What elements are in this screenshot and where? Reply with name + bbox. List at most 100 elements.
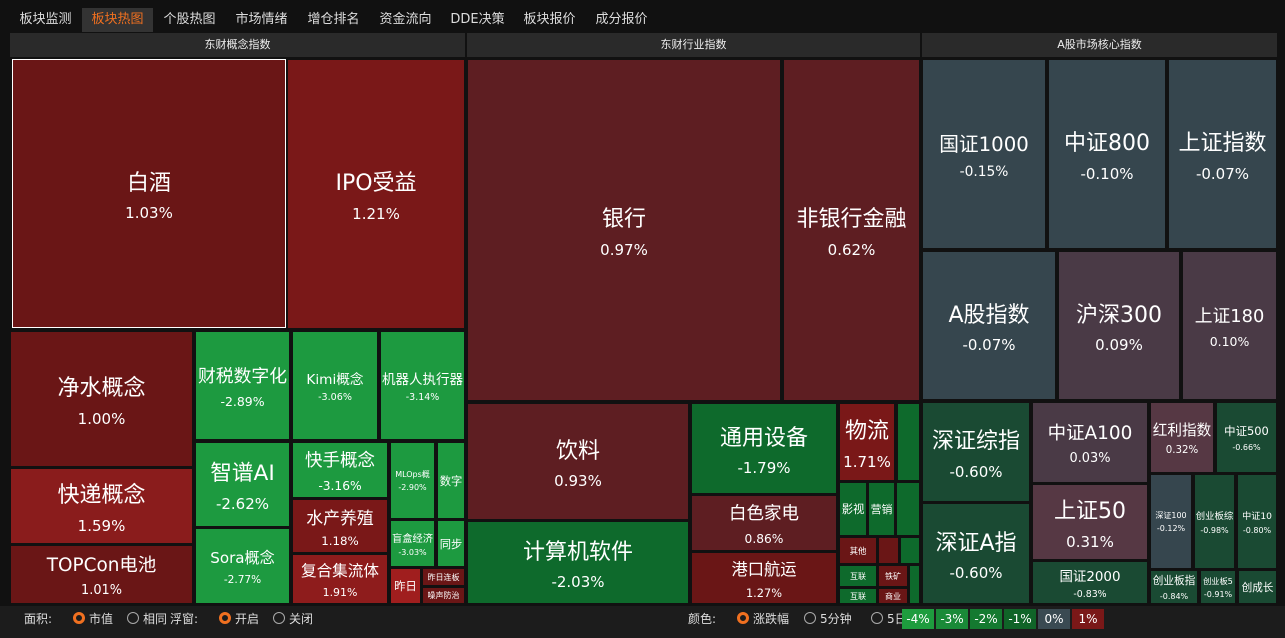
tab[interactable]: 板块热图	[82, 8, 153, 32]
tile[interactable]: 港口航运 1.27%	[691, 552, 837, 604]
radio-option[interactable]: 相同	[121, 607, 167, 631]
radio[interactable]	[219, 612, 231, 624]
tile[interactable]: 昨日连板	[422, 568, 465, 586]
tile[interactable]: 物流 1.71%	[839, 403, 895, 481]
radio[interactable]	[127, 612, 139, 624]
tab[interactable]: 板块报价	[523, 12, 576, 27]
tab[interactable]: 资金流向	[379, 12, 432, 27]
tile-name: 上证50	[1054, 499, 1126, 525]
tile[interactable]: 互联	[839, 588, 877, 604]
option-text: 相同	[143, 612, 168, 626]
tile[interactable]: 中证10 -0.80%	[1237, 474, 1277, 569]
radio[interactable]	[273, 612, 285, 624]
radio[interactable]	[871, 612, 883, 624]
radio-option[interactable]: 5日	[865, 607, 907, 631]
tile[interactable]: 通用设备 -1.79%	[691, 403, 837, 494]
tile-change: -0.07%	[1195, 164, 1250, 183]
radio-option[interactable]: 5分钟	[798, 607, 852, 631]
tab[interactable]: 市场情绪	[235, 12, 288, 27]
tile[interactable]: Kimi概念 -3.06%	[292, 331, 378, 440]
tile-name: 饮料	[555, 438, 600, 464]
tile[interactable]: A股指数 -0.07%	[922, 251, 1056, 400]
tile[interactable]: 盲盒经济 -3.03%	[390, 520, 435, 567]
radio[interactable]	[804, 612, 816, 624]
tile[interactable]: 快手概念 -3.16%	[292, 442, 388, 498]
tile[interactable]: 红利指数 0.32%	[1150, 402, 1214, 473]
tile[interactable]: 净水概念 1.00%	[10, 331, 193, 467]
tile-name: 物流	[844, 419, 889, 445]
tile-name: 白色家电	[729, 504, 799, 525]
tile[interactable]: TOPCon电池 1.01%	[10, 545, 193, 604]
tile[interactable]: 中证500 -0.66%	[1216, 402, 1277, 473]
tile-change: -0.15%	[959, 163, 1009, 180]
legend-item: -2%	[970, 609, 1002, 629]
tile[interactable]: 中证800 -0.10%	[1048, 59, 1166, 249]
radio[interactable]	[737, 612, 749, 624]
tile[interactable]: 复合集流体 1.91%	[292, 554, 388, 604]
tile-change: -0.66%	[1232, 443, 1261, 452]
tile[interactable]: 营销	[868, 482, 895, 536]
tile-name: 财税数字化	[198, 365, 287, 387]
tile[interactable]: 上证180 0.10%	[1182, 251, 1277, 400]
tile-change: 1.71%	[843, 452, 891, 471]
tile[interactable]: 非银行金融 0.62%	[783, 59, 920, 401]
tile[interactable]: 互联	[839, 565, 877, 587]
tile[interactable]: 财税数字化 -2.89%	[195, 331, 290, 440]
tile[interactable]: 沪深300 0.09%	[1058, 251, 1180, 400]
tile[interactable]: 白色家电 0.86%	[691, 495, 837, 551]
tile[interactable]: 白酒 1.03%	[12, 59, 286, 328]
tile[interactable]: 国证1000 -0.15%	[922, 59, 1046, 249]
tab[interactable]: 板块监测	[19, 12, 72, 27]
tile-name: 创业板指	[1152, 574, 1196, 588]
tile[interactable]: MLOps概 -2.90%	[390, 442, 435, 519]
tile-change: -0.12%	[1156, 523, 1186, 533]
tile[interactable]: 计算机软件 -2.03%	[467, 521, 689, 604]
tile-change: -0.98%	[1200, 525, 1229, 535]
tile[interactable]: 深证A指 -0.60%	[922, 503, 1030, 604]
tile[interactable]: IPO受益 1.21%	[287, 59, 465, 329]
tile[interactable]: 深证100 -0.12%	[1150, 474, 1192, 569]
tile[interactable]: 创业板5 -0.91%	[1200, 570, 1236, 604]
tile[interactable]: 国证2000 -0.83%	[1032, 561, 1148, 604]
tile	[896, 482, 920, 536]
tile[interactable]: 中证A100 0.03%	[1032, 402, 1148, 483]
tile[interactable]: 影视	[839, 482, 867, 536]
tile	[909, 565, 920, 604]
tab[interactable]: 个股热图	[163, 12, 216, 27]
tab[interactable]: 成分报价	[595, 12, 648, 27]
tab[interactable]: 增仓排名	[307, 12, 360, 27]
tile[interactable]: 昨日	[390, 568, 421, 604]
tile[interactable]: 上证50 0.31%	[1032, 484, 1148, 560]
tab[interactable]: DDE决策	[450, 12, 505, 27]
tile[interactable]: Sora概念 -2.77%	[195, 528, 290, 604]
tile[interactable]: 上证指数 -0.07%	[1168, 59, 1277, 249]
tile-name: 白酒	[126, 170, 171, 196]
radio-option[interactable]: 开启	[213, 607, 259, 631]
tile[interactable]: 快递概念 1.59%	[10, 468, 193, 544]
tile-name: Sora概念	[210, 549, 275, 568]
tile[interactable]: 深证综指 -0.60%	[922, 402, 1030, 502]
tile-name: 深证A指	[935, 530, 1017, 556]
tile[interactable]: 铁矿	[878, 565, 908, 587]
radio[interactable]	[73, 612, 85, 624]
tile[interactable]: 数字	[437, 442, 465, 519]
tile[interactable]: 创业板综 -0.98%	[1194, 474, 1235, 569]
tile[interactable]: 饮料 0.93%	[467, 403, 689, 520]
tile-change: -0.91%	[1203, 589, 1233, 599]
tile[interactable]: 同步	[437, 520, 465, 567]
tile-name: 快手概念	[305, 451, 375, 472]
radio-option[interactable]: 关闭	[267, 607, 313, 631]
tile-name: 铁矿	[885, 571, 901, 581]
tile[interactable]: 银行 0.97%	[467, 59, 781, 401]
tile[interactable]: 智谱AI -2.62%	[195, 442, 290, 527]
tile[interactable]: 商业	[878, 588, 908, 604]
tile[interactable]: 水产养殖 1.18%	[292, 499, 388, 553]
tile[interactable]: 机器人执行器 -3.14%	[380, 331, 465, 440]
tile[interactable]: 创业板指 -0.84%	[1150, 570, 1198, 604]
tile[interactable]: 噪声防治	[422, 587, 465, 604]
tile[interactable]: 创成长	[1238, 570, 1277, 604]
tile[interactable]: 其他	[839, 537, 877, 564]
radio-option[interactable]: 涨跌幅	[731, 607, 789, 631]
radio-option[interactable]: 市值	[67, 607, 113, 631]
